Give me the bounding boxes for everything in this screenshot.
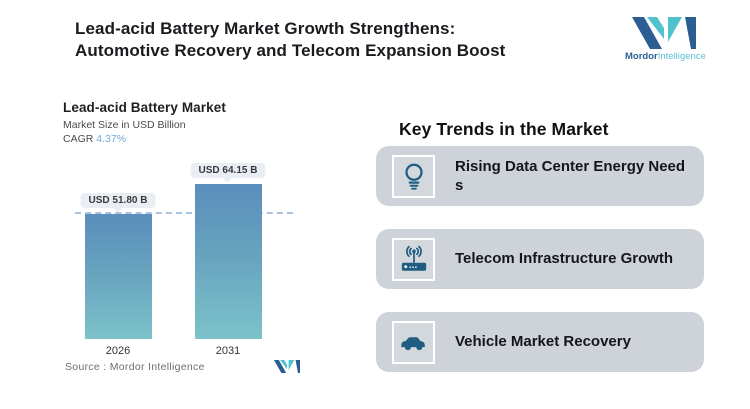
x-tick-2026: 2026	[105, 345, 131, 357]
reference-dash-line	[75, 212, 293, 214]
icon-box	[392, 154, 435, 198]
bar-2026	[85, 214, 152, 339]
telecom-antenna-icon	[401, 245, 426, 271]
icon-box	[392, 237, 435, 281]
brand-logo: MordorIntelligence	[625, 17, 706, 62]
bar-plot: USD 51.80 B USD 64.15 B	[63, 161, 313, 339]
mordor-intelligence-mini-logo-icon	[274, 360, 300, 373]
icon-box	[392, 320, 435, 364]
trend-card-list: Rising Data Center Energy Need s	[376, 146, 704, 395]
cagr-value: 4.37%	[96, 133, 127, 145]
mordor-intelligence-logo-icon	[632, 17, 696, 49]
trend-card-data-center: Rising Data Center Energy Need s	[376, 146, 704, 206]
trend-label: Rising Data Center Energy Need s	[455, 157, 686, 195]
bar-2031	[195, 184, 262, 339]
trend-card-vehicle: Vehicle Market Recovery	[376, 312, 704, 372]
x-axis: 2026 2031	[63, 345, 313, 361]
source-row: Source : Mordor Intelligence	[65, 360, 310, 373]
brand-name: MordorIntelligence	[625, 51, 706, 62]
chart-cagr: CAGR 4.37%	[63, 133, 127, 145]
trend-label: Telecom Infrastructure Growth	[455, 250, 674, 268]
bar-value-label-2026: USD 51.80 B	[80, 193, 156, 208]
trends-heading: Key Trends in the Market	[399, 119, 609, 139]
trend-label: Vehicle Market Recovery	[455, 333, 631, 351]
x-tick-2031: 2031	[215, 345, 241, 357]
car-icon	[400, 337, 425, 351]
lightbulb-icon	[404, 163, 423, 190]
bar-value-label-2031: USD 64.15 B	[190, 163, 266, 178]
page-title: Lead-acid Battery Market Growth Strength…	[75, 19, 506, 60]
chart-subtitle: Market Size in USD Billion	[63, 119, 186, 131]
market-chart: Lead-acid Battery Market Market Size in …	[63, 100, 313, 361]
source-text: Source : Mordor Intelligence	[65, 360, 205, 373]
trend-card-telecom: Telecom Infrastructure Growth	[376, 229, 704, 289]
chart-title: Lead-acid Battery Market	[63, 100, 226, 115]
